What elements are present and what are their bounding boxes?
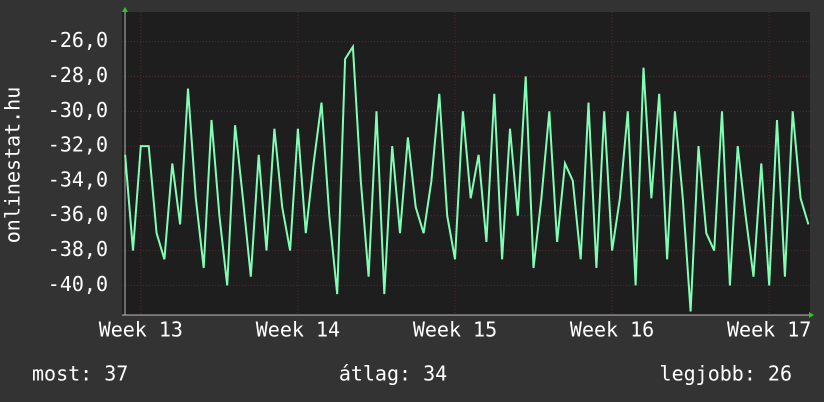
y-tick-label: -32,0 <box>48 133 108 157</box>
data-line <box>124 43 810 312</box>
plot-area <box>122 12 810 315</box>
x-tick-label: Week 15 <box>413 318 497 342</box>
axis-arrow <box>809 312 814 318</box>
y-tick-label: -40,0 <box>48 272 108 296</box>
y-tick-label: -28,0 <box>48 63 108 87</box>
y-axis-label: onlinestat.hu <box>1 87 25 244</box>
x-tick-label: Week 13 <box>99 318 183 342</box>
x-tick-label: Week 17 <box>727 318 811 342</box>
x-tick-label: Week 16 <box>570 318 654 342</box>
footer-current: most: 37 <box>32 362 128 386</box>
y-tick-label: -34,0 <box>48 167 108 191</box>
y-tick-label: -30,0 <box>48 98 108 122</box>
y-tick-label: -26,0 <box>48 28 108 52</box>
axis-arrow <box>122 7 128 12</box>
y-tick-label: -36,0 <box>48 202 108 226</box>
footer-best: legjobb: 26 <box>660 362 792 386</box>
y-tick-label: -38,0 <box>48 237 108 261</box>
x-tick-label: Week 14 <box>256 318 340 342</box>
footer-average: átlag: 34 <box>339 362 447 386</box>
